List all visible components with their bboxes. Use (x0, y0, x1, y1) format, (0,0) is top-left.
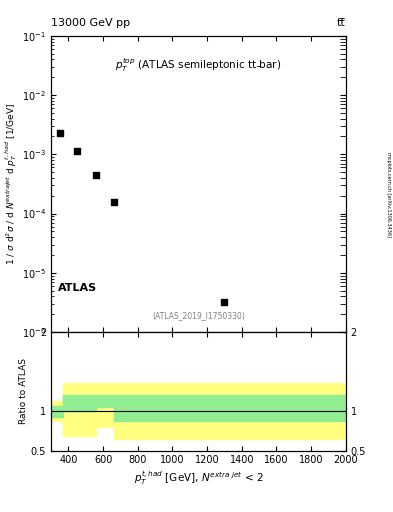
Point (74, 146, 80, 155)
Point (110, 198, 117, 206)
Point (93, 171, 99, 179)
X-axis label: $p_T^{t,had}$ [GeV], $N^{extra\ jet}$ < 2: $p_T^{t,had}$ [GeV], $N^{extra\ jet}$ < … (134, 470, 263, 487)
Y-axis label: 1 / $\sigma$ d$^2\sigma$ / d $N^{extrajet}$ d $p_T^{t,had}$ [1/GeV]: 1 / $\sigma$ d$^2\sigma$ / d $N^{extraje… (4, 103, 19, 265)
Point (57, 129, 63, 137)
Y-axis label: Ratio to ATLAS: Ratio to ATLAS (19, 358, 28, 424)
Text: $p_T^{top}$ (ATLAS semileptonic tt$\bar{\ }$bar): $p_T^{top}$ (ATLAS semileptonic tt$\bar{… (116, 56, 281, 74)
Point (221, 298, 228, 306)
Text: mcplots.cern.ch [arXiv:1306.3436]: mcplots.cern.ch [arXiv:1306.3436] (386, 152, 391, 237)
Text: tt̅: tt̅ (337, 18, 346, 28)
Text: 13000 GeV pp: 13000 GeV pp (51, 18, 130, 28)
Text: (ATLAS_2019_I1750330): (ATLAS_2019_I1750330) (152, 311, 245, 320)
Text: ATLAS: ATLAS (58, 283, 97, 293)
